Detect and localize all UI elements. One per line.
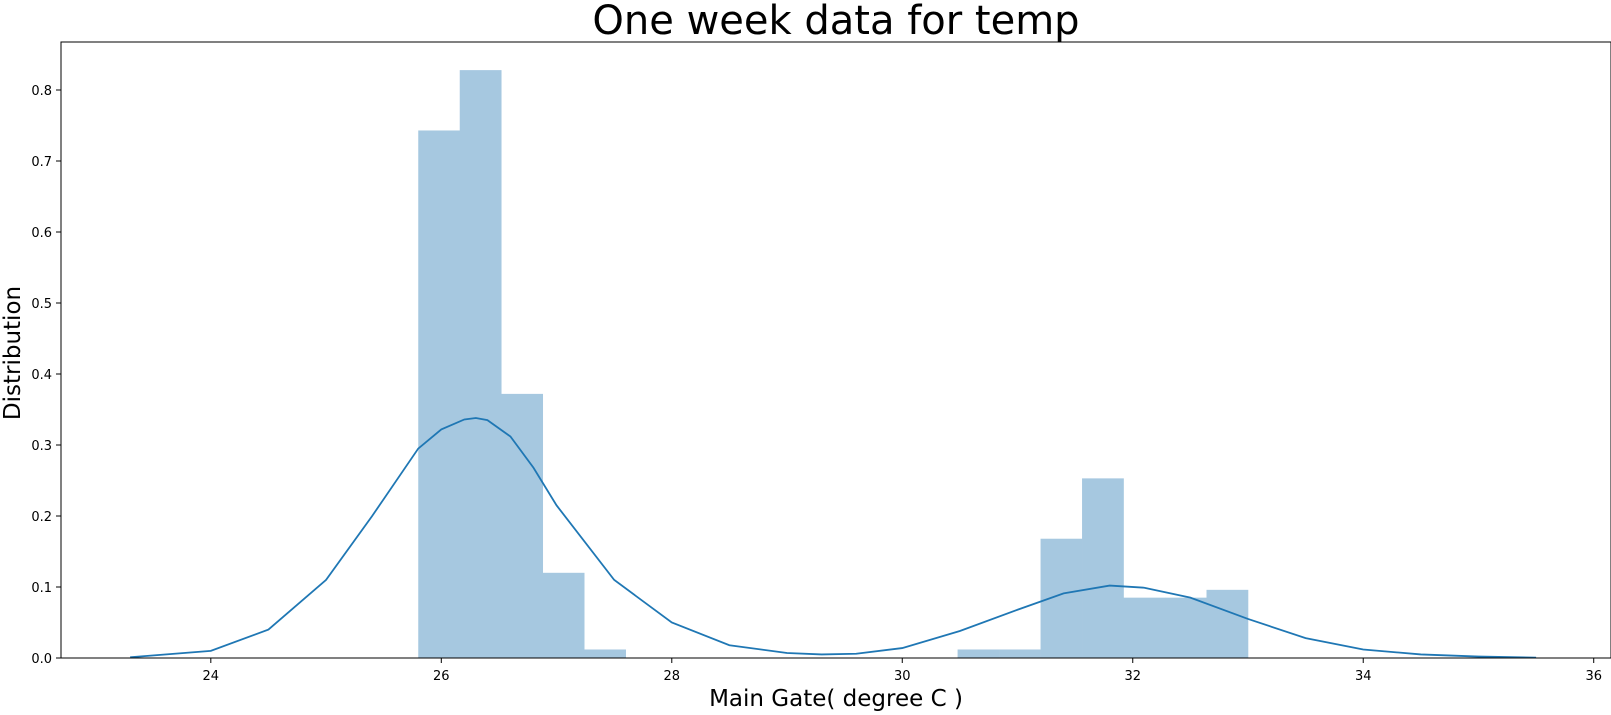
histogram-bar — [418, 130, 461, 659]
y-tick-label: 0.3 — [31, 439, 52, 454]
x-tick-label: 34 — [1355, 669, 1372, 684]
histogram-bar — [542, 572, 585, 658]
x-tick-label: 24 — [203, 669, 220, 684]
kde-curve — [130, 417, 1537, 659]
histogram-bar — [1123, 597, 1166, 658]
histogram-bar — [1082, 478, 1124, 658]
x-tick-label: 28 — [664, 669, 681, 684]
histogram-bar — [999, 649, 1041, 658]
y-tick-label: 0.2 — [31, 510, 52, 525]
y-axis-label: Distribution — [0, 286, 26, 420]
histogram-bar — [957, 649, 1000, 658]
y-tick-label: 0.5 — [31, 297, 52, 312]
y-tick-label: 0.8 — [31, 84, 52, 99]
y-tick-label: 0.1 — [31, 581, 52, 596]
histogram-bar — [1040, 538, 1083, 658]
x-tick-label: 30 — [894, 669, 911, 684]
histogram-bar — [459, 70, 502, 658]
histogram-bar — [1165, 597, 1207, 658]
x-tick-label: 26 — [433, 669, 450, 684]
x-tick-label: 32 — [1124, 669, 1141, 684]
y-tick-label: 0.0 — [31, 652, 52, 667]
y-tick-label: 0.6 — [31, 226, 52, 241]
histogram-bar — [584, 649, 626, 658]
y-tick-label: 0.7 — [31, 155, 52, 170]
histogram-bar — [501, 393, 544, 658]
x-axis-ticks: 24 26 28 30 32 34 36 — [203, 658, 1602, 684]
y-tick-label: 0.4 — [31, 368, 52, 383]
y-axis-ticks: 0.0 0.1 0.2 0.3 0.4 0.5 0.6 0.7 0.8 — [31, 84, 61, 667]
histogram-bar — [1206, 589, 1249, 658]
x-tick-label: 36 — [1585, 669, 1602, 684]
x-axis-label: Main Gate( degree C ) — [709, 686, 963, 711]
axes-frame — [60, 41, 1611, 659]
chart-title: One week data for temp — [592, 0, 1079, 44]
